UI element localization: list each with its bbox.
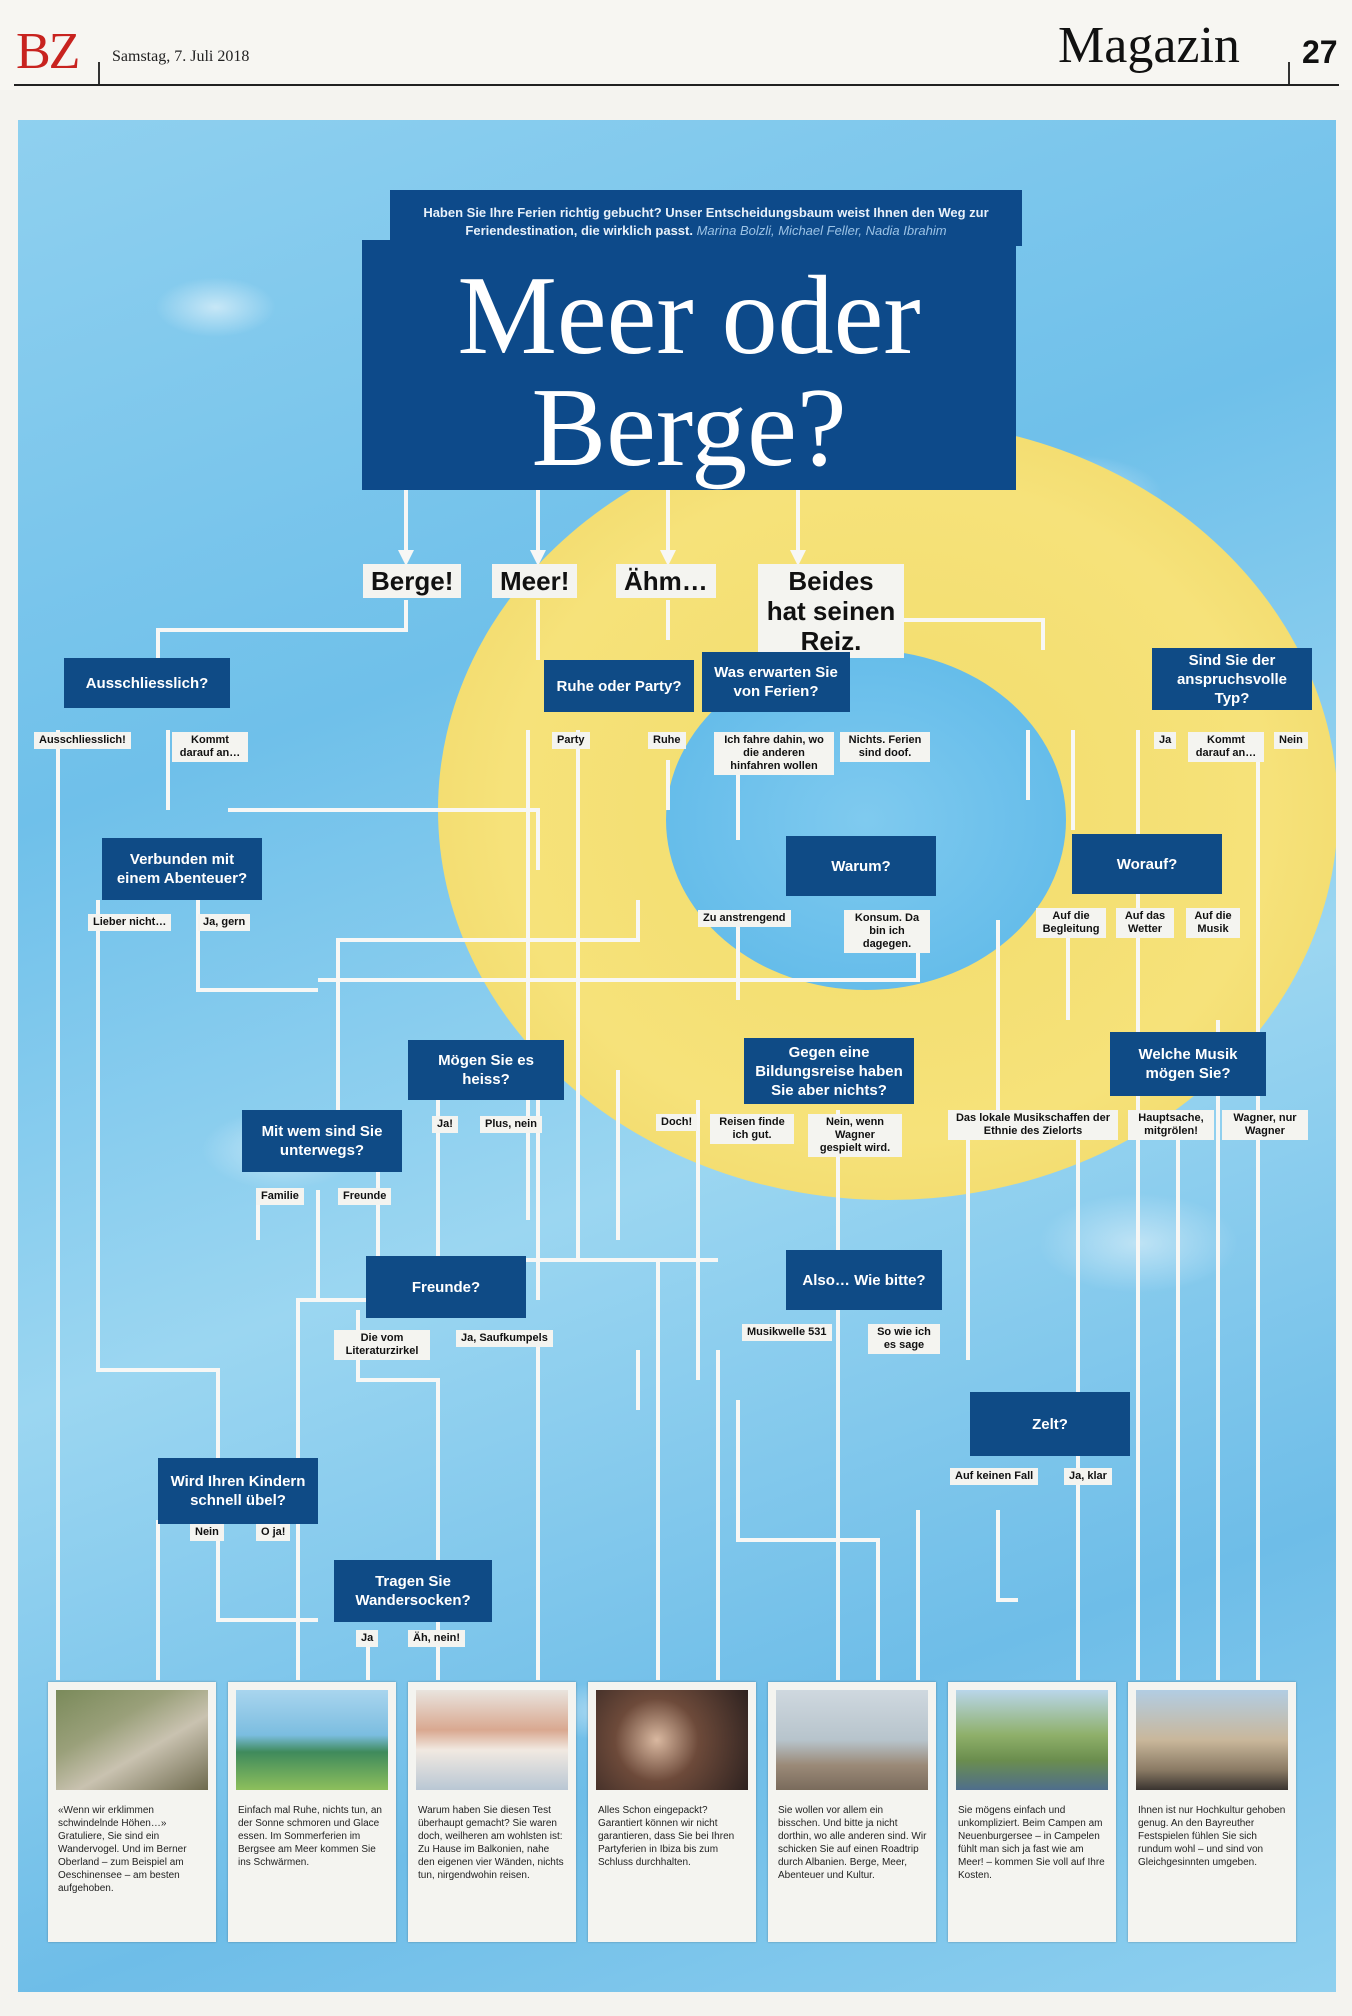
option-ja[interactable]: Ja! [432,1116,458,1133]
headline-line-1: Meer oder [457,254,921,378]
option-wagner[interactable]: Wagner, nur Wagner [1222,1110,1308,1140]
page-number: 27 [1302,34,1338,70]
intro-body: Haben Sie Ihre Ferien richtig gebucht? U… [423,205,989,238]
party-photo [596,1690,748,1790]
question-heiss[interactable]: Mögen Sie es heiss? [408,1040,564,1100]
option-familie[interactable]: Familie [256,1188,304,1205]
headline: Meer oder Berge? [362,260,1016,484]
option-wetter[interactable]: Auf das Wetter [1116,908,1174,938]
question-anspruchsvoll[interactable]: Sind Sie der anspruchsvolle Typ? [1152,648,1312,710]
newspaper-header: BZ Samstag, 7. Juli 2018 Magazin 27 [0,0,1352,90]
coast-road-photo [776,1690,928,1790]
result-text: Sie mögens einfach und unkompliziert. Be… [958,1805,1105,1881]
option-begleitung[interactable]: Auf die Begleitung [1036,908,1106,938]
question-worauf[interactable]: Worauf? [1072,834,1222,894]
option-ja[interactable]: Ja [1154,732,1177,749]
flowchart-connectors [56,490,1260,1680]
option-zu-anstrengend[interactable]: Zu anstrengend [698,910,791,927]
intro-text: Haben Sie Ihre Ferien richtig gebucht? U… [390,190,1022,246]
option-party[interactable]: Party [552,732,590,749]
answer-beides[interactable]: Beides hat seinen Reiz. [758,564,904,658]
option-o-ja[interactable]: O ja! [256,1524,291,1541]
result-card-wandern[interactable]: «Wenn wir erklimmen schwindelnde Höhen…»… [48,1682,216,1942]
result-text: «Wenn wir erklimmen schwindelnde Höhen…»… [58,1805,187,1894]
option-auf-keinen-fall[interactable]: Auf keinen Fall [950,1468,1039,1485]
question-ruhe-party[interactable]: Ruhe oder Party? [544,660,694,712]
answer-berge[interactable]: Berge! [363,564,462,598]
option-ja-klar[interactable]: Ja, klar [1064,1468,1112,1485]
option-saufkumpels[interactable]: Ja, Saufkumpels [456,1330,553,1347]
header-divider [98,62,100,84]
result-text: Warum haben Sie diesen Test überhaupt ge… [418,1805,564,1881]
option-musik[interactable]: Auf die Musik [1186,908,1240,938]
option-plus-nein[interactable]: Plus, nein [480,1116,542,1133]
option-doch[interactable]: Doch! [656,1114,698,1131]
question-mit-wem[interactable]: Mit wem sind Sie unterwegs? [242,1110,402,1172]
mountain-trail-photo [56,1690,208,1790]
campsite-photo [956,1690,1108,1790]
result-card-hochkultur[interactable]: Ihnen ist nur Hochkultur gehoben genug. … [1128,1682,1296,1942]
question-warum[interactable]: Warum? [786,836,936,896]
question-ausschliesslich[interactable]: Ausschliesslich? [64,658,230,708]
lake-hut-photo [236,1690,388,1790]
question-kinder[interactable]: Wird Ihren Kindern schnell übel? [158,1458,318,1524]
question-erwarten[interactable]: Was erwarten Sie von Ferien? [702,652,850,712]
intro-credits: Marina Bolzli, Michael Feller, Nadia Ibr… [696,223,947,238]
question-zelt[interactable]: Zelt? [970,1392,1130,1456]
result-card-party[interactable]: Alles Schon eingepackt? Garantiert könne… [588,1682,756,1942]
issue-date: Samstag, 7. Juli 2018 [112,48,250,65]
option-lokales-musikschaffen[interactable]: Das lokale Musikschaffen der Ethnie des … [948,1110,1118,1140]
result-text: Ihnen ist nur Hochkultur gehoben genug. … [1138,1805,1286,1868]
decision-tree-poster: Haben Sie Ihre Ferien richtig gebucht? U… [18,120,1336,1992]
opera-house-photo [1136,1690,1288,1790]
option-so-wie-ich-sage[interactable]: So wie ich es sage [868,1324,940,1354]
result-text: Einfach mal Ruhe, nichts tun, an der Son… [238,1805,382,1868]
question-wie-bitte[interactable]: Also… Wie bitte? [786,1250,942,1310]
option-musikwelle[interactable]: Musikwelle 531 [742,1324,832,1341]
option-reisen-gut[interactable]: Reisen finde ich gut. [710,1114,794,1144]
option-nein[interactable]: Nein [190,1524,224,1541]
balcony-photo [416,1690,568,1790]
question-bildungsreise[interactable]: Gegen eine Bildungsreise haben Sie aber … [744,1038,914,1104]
answer-meer[interactable]: Meer! [492,564,578,598]
option-wagner-gespielt[interactable]: Nein, wenn Wagner gespielt wird. [808,1114,902,1157]
headline-box: Meer oder Berge? [362,240,1016,490]
header-divider [1288,62,1290,84]
result-text: Sie wollen vor allem ein bisschen. Und b… [778,1805,927,1881]
option-wo-andere-hinfahren[interactable]: Ich fahre dahin, wo die anderen hinfahre… [714,732,834,775]
option-ja-gern[interactable]: Ja, gern [198,914,251,931]
option-mitgroelen[interactable]: Hauptsache, mitgrölen! [1128,1110,1214,1140]
result-card-camping[interactable]: Sie mögens einfach und unkompliziert. Be… [948,1682,1116,1942]
question-wandersocken[interactable]: Tragen Sie Wandersocken? [334,1560,492,1622]
option-ruhe[interactable]: Ruhe [648,732,686,749]
option-lieber-nicht[interactable]: Lieber nicht… [88,914,172,931]
option-aeh-nein[interactable]: Äh, nein! [408,1630,466,1647]
result-text: Alles Schon eingepackt? Garantiert könne… [598,1805,735,1868]
result-card-ruhe[interactable]: Einfach mal Ruhe, nichts tun, an der Son… [228,1682,396,1942]
headline-line-2: Berge? [531,366,847,490]
option-ja[interactable]: Ja [356,1630,379,1647]
answer-aehm[interactable]: Ähm… [616,564,716,598]
option-ferien-doof[interactable]: Nichts. Ferien sind doof. [840,732,930,762]
option-kommt-darauf-an[interactable]: Kommt darauf an… [1188,732,1264,762]
option-freunde[interactable]: Freunde [338,1188,392,1205]
header-rule [14,84,1339,86]
option-kommt-darauf-an[interactable]: Kommt darauf an… [172,732,248,762]
question-musik[interactable]: Welche Musik mögen Sie? [1110,1032,1266,1096]
option-ausschliesslich[interactable]: Ausschliesslich! [34,732,131,749]
bz-logo[interactable]: BZ [16,23,80,80]
option-nein[interactable]: Nein [1274,732,1308,749]
option-literaturzirkel[interactable]: Die vom Literaturzirkel [334,1330,430,1360]
question-abenteuer[interactable]: Verbunden mit einem Abenteuer? [102,838,262,900]
result-card-balkonien[interactable]: Warum haben Sie diesen Test überhaupt ge… [408,1682,576,1942]
question-freunde[interactable]: Freunde? [366,1256,526,1318]
section-title[interactable]: Magazin [1058,17,1240,74]
option-konsum[interactable]: Konsum. Da bin ich dagegen. [844,910,930,953]
result-card-roadtrip[interactable]: Sie wollen vor allem ein bisschen. Und b… [768,1682,936,1942]
